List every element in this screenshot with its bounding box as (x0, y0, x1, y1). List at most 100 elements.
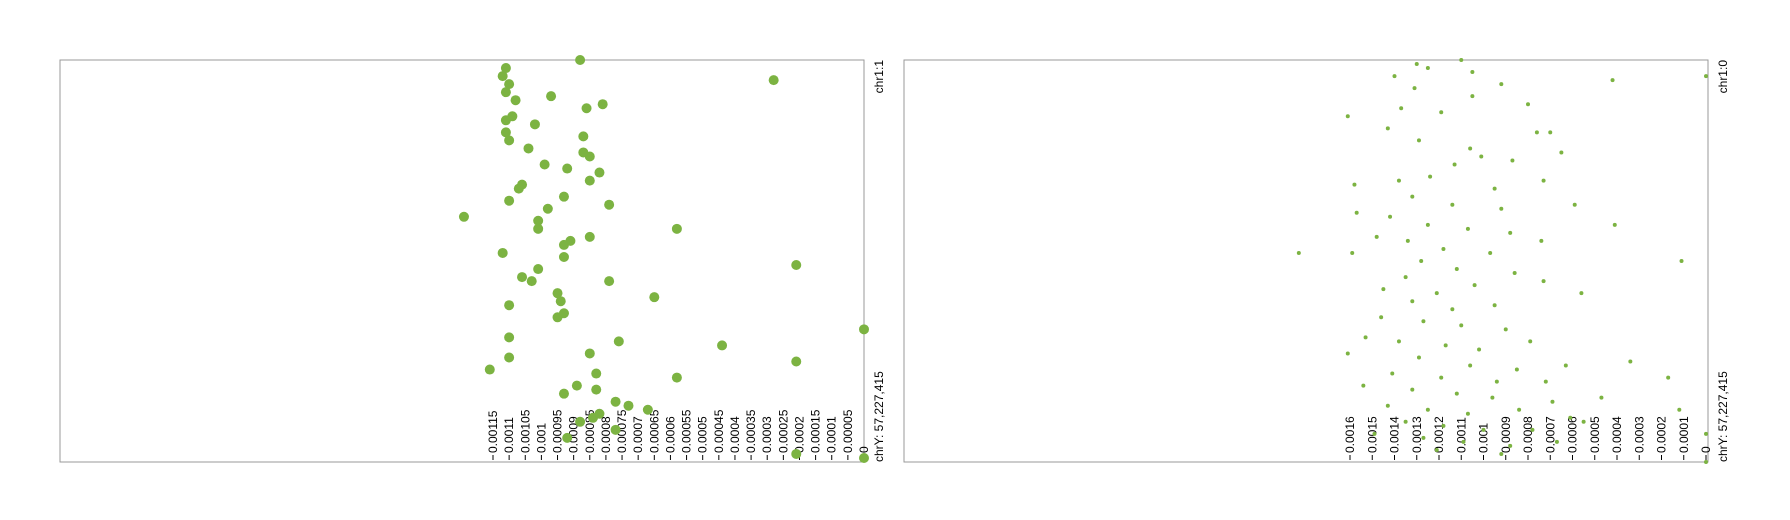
data-point (497, 71, 508, 82)
data-point (671, 223, 682, 234)
data-point (1550, 399, 1555, 404)
data-point (1439, 110, 1444, 115)
data-point (1403, 275, 1408, 280)
data-point (591, 368, 602, 379)
data-point (504, 79, 515, 90)
data-point (859, 452, 869, 463)
points-2 (1296, 58, 1708, 464)
data-point (1534, 130, 1539, 135)
data-point (1410, 299, 1415, 304)
data-point (1450, 307, 1455, 312)
value-tick-label: 0.00055 (680, 409, 694, 453)
data-point (1704, 460, 1708, 464)
value-tick-label: 0.0002 (1655, 416, 1669, 453)
data-point (584, 348, 595, 359)
plot-frame-2 (903, 59, 1709, 463)
data-point (1470, 70, 1475, 75)
data-point (604, 199, 615, 210)
data-point (1503, 327, 1508, 332)
data-point (1477, 347, 1482, 352)
data-point (558, 191, 569, 202)
data-point (1425, 222, 1430, 227)
data-point (562, 432, 573, 443)
data-point (1610, 78, 1615, 83)
points-1 (458, 55, 869, 463)
data-point (1559, 150, 1564, 155)
data-point (510, 95, 521, 106)
data-point (1352, 182, 1357, 187)
data-point (1479, 154, 1484, 159)
data-point (1350, 250, 1355, 255)
data-point (1494, 379, 1499, 384)
data-point (1499, 206, 1504, 211)
data-point (581, 103, 592, 114)
data-point (500, 127, 511, 138)
value-tick-label: 0.0001 (825, 416, 839, 453)
data-point (497, 247, 508, 258)
data-point (533, 223, 544, 234)
data-point (1465, 411, 1470, 416)
data-point (558, 388, 569, 399)
value-tick-label: 0.0007 (631, 416, 645, 453)
value-tick-label: 0.0006 (663, 416, 677, 453)
data-point (517, 272, 528, 283)
data-point (562, 163, 573, 174)
data-point (1416, 138, 1421, 143)
data-point (1412, 86, 1417, 91)
value-tick-label: 0.0011 (1454, 417, 1468, 453)
data-point (575, 416, 586, 427)
data-point (1374, 234, 1379, 239)
position-start-label-2: chr1:0 (1716, 60, 1730, 94)
data-point (1541, 279, 1546, 284)
data-point (1421, 319, 1426, 324)
data-point (1459, 58, 1464, 62)
data-point (1385, 126, 1390, 131)
value-tick-label: 0.0008 (599, 416, 613, 453)
data-point (575, 55, 586, 65)
value-tick-label: 0.00025 (776, 409, 790, 453)
data-point (610, 396, 621, 407)
data-point (1425, 66, 1430, 71)
value-tick-label: 0.00095 (551, 409, 565, 453)
data-point (1666, 375, 1671, 380)
data-point (1390, 371, 1395, 376)
value-tick-label: 0.0013 (1410, 416, 1424, 453)
data-point (768, 75, 779, 86)
value-tick-label: 0.0016 (1343, 416, 1357, 453)
value-axis-1: 00.000050.00010.000150.00020.000250.0003… (486, 409, 871, 460)
data-point (584, 231, 595, 242)
data-point (458, 211, 469, 222)
data-point (578, 131, 589, 142)
data-point (1419, 259, 1424, 263)
value-tick-label: 0.0007 (1543, 416, 1557, 453)
data-point (1441, 423, 1446, 428)
value-tick-label: 0.0012 (1432, 416, 1446, 453)
value-tick-label: 0.00075 (615, 409, 629, 453)
data-point (1396, 178, 1401, 183)
data-point (1530, 427, 1535, 432)
data-point (1568, 415, 1573, 420)
data-point (1414, 62, 1419, 67)
data-point (859, 324, 869, 335)
data-point (1379, 315, 1384, 320)
data-point (1452, 162, 1457, 167)
data-point (1405, 238, 1410, 243)
data-point (594, 167, 605, 178)
data-point (504, 300, 515, 311)
data-point (529, 119, 540, 130)
data-point (1441, 246, 1446, 251)
value-tick-label: 0.00045 (712, 409, 726, 453)
value-tick-label: 0.0002 (792, 416, 806, 453)
data-point (1517, 407, 1522, 412)
data-point (1514, 367, 1519, 372)
value-tick-label: 0.001 (1477, 423, 1491, 453)
data-point (1488, 250, 1493, 255)
data-point (1481, 427, 1486, 432)
data-point (513, 183, 524, 194)
data-point (791, 260, 802, 271)
data-point (1599, 395, 1604, 400)
value-tick-label: 0.0015 (1365, 416, 1379, 453)
data-point (1399, 106, 1404, 111)
data-point (1450, 202, 1455, 207)
value-tick-label: 0.0003 (760, 416, 774, 453)
